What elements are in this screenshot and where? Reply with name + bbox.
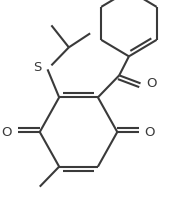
Text: O: O <box>146 77 157 90</box>
Text: O: O <box>144 126 155 138</box>
Text: O: O <box>1 126 12 138</box>
Text: S: S <box>33 61 42 74</box>
